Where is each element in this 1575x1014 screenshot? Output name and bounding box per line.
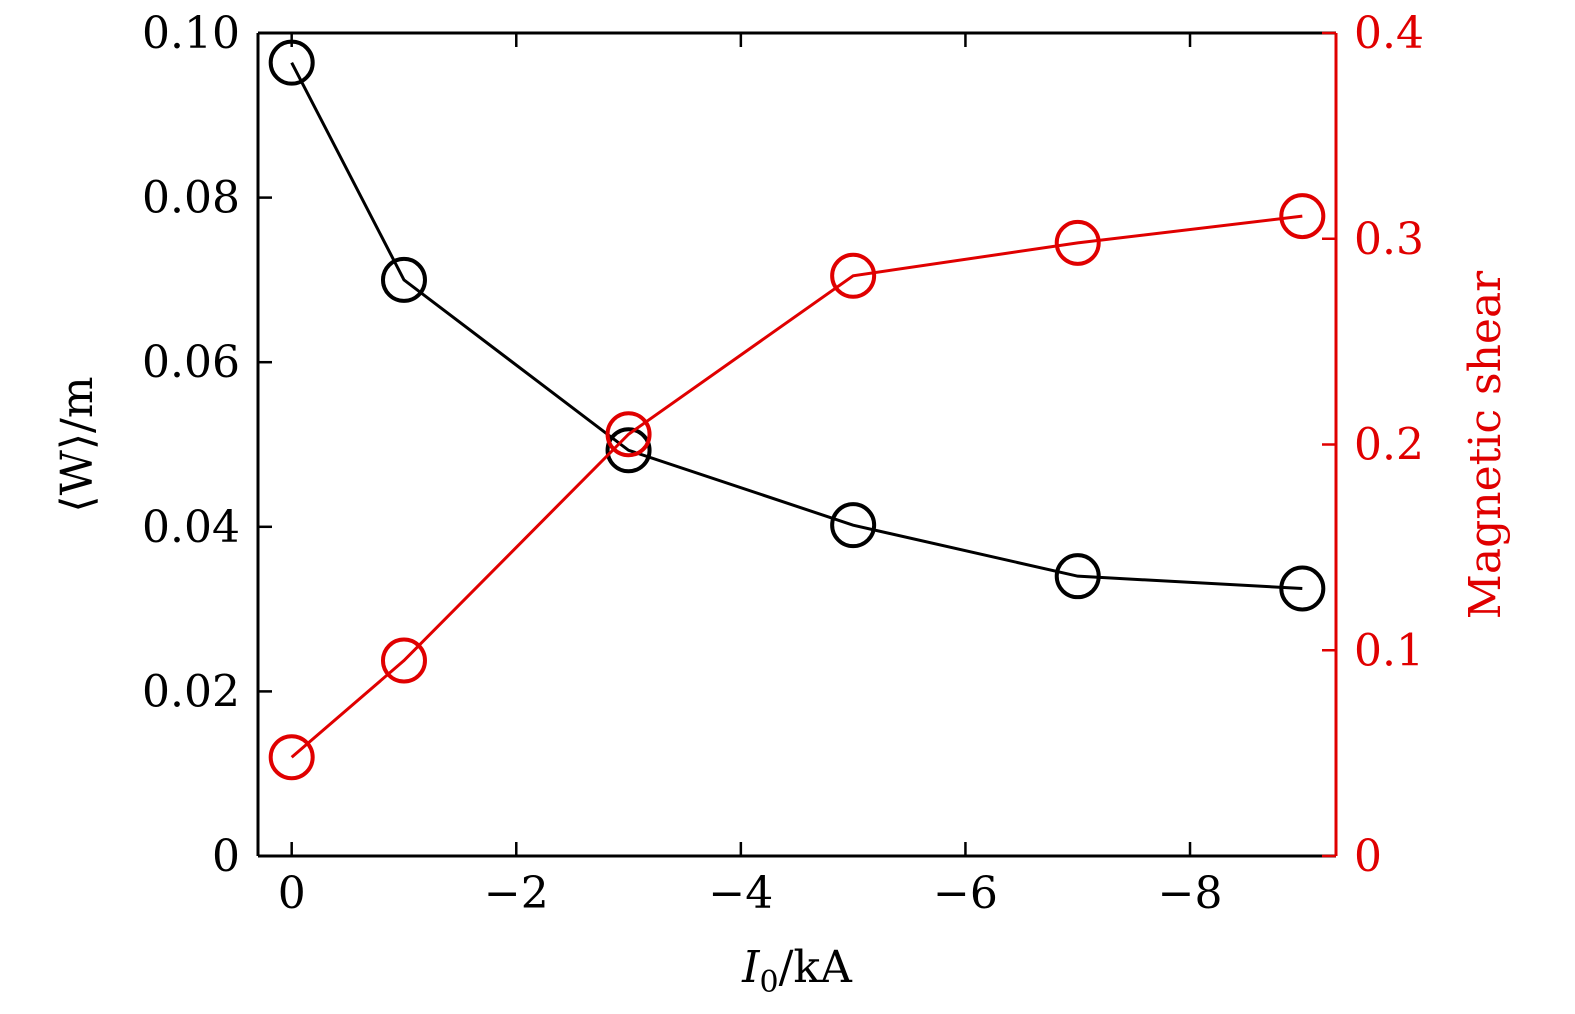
series-right-marker xyxy=(268,734,315,781)
series-right-marker xyxy=(605,411,652,458)
series-left-marker xyxy=(1054,553,1101,600)
y-left-tick-label: 0.08 xyxy=(142,173,240,224)
x-tick-label: −6 xyxy=(933,868,998,919)
y-left-tick-label: 0.04 xyxy=(142,502,240,553)
y-right-tick-label: 0.1 xyxy=(1354,625,1424,676)
series-group xyxy=(268,39,1326,781)
y-right-tick-label: 0.4 xyxy=(1354,8,1424,59)
series-right-line xyxy=(290,214,1303,759)
y-right-axis-label: Magnetic shear xyxy=(1460,270,1511,619)
y-right-tick-label: 0.3 xyxy=(1354,214,1424,265)
series-right-marker xyxy=(1054,219,1101,266)
series-right-marker xyxy=(1279,193,1326,240)
series-left-line xyxy=(290,61,1303,591)
series-left-marker xyxy=(268,39,315,86)
y-right-tick-label: 0.2 xyxy=(1354,420,1424,471)
series-left-marker xyxy=(380,256,427,303)
x-axis-label: I0/kA xyxy=(741,942,853,1000)
series-left-marker xyxy=(830,502,877,549)
y-left-tick-label: 0.06 xyxy=(142,337,240,388)
x-tick-label: 0 xyxy=(278,868,306,919)
series-right-marker xyxy=(380,637,427,684)
x-tick-label: −8 xyxy=(1158,868,1223,919)
y-left-axis-label: ⟨W⟩/m xyxy=(52,376,103,512)
series-left-marker xyxy=(605,427,652,474)
series-left-marker xyxy=(1279,565,1326,612)
x-tick-label: −2 xyxy=(484,868,549,919)
series-right-marker xyxy=(830,252,877,299)
x-tick-label: −4 xyxy=(708,868,773,919)
y-left-tick-label: 0 xyxy=(212,831,240,882)
labels-group: 0 −2 −4 −6 −8 0 0.02 0.04 0.06 0.08 0.10 0 0.1 0.2 0.3… xyxy=(52,8,1511,1000)
axes-group xyxy=(256,31,1338,858)
y-left-tick-label: 0.10 xyxy=(142,8,240,59)
y-left-tick-label: 0.02 xyxy=(142,666,240,717)
y-right-tick-label: 0 xyxy=(1354,831,1382,882)
